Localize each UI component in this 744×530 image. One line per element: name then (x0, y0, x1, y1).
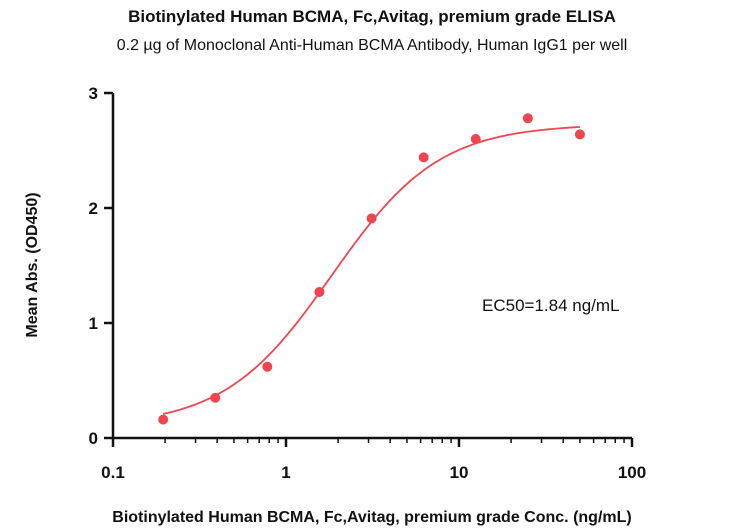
data-point (366, 213, 377, 224)
y-tick-label: 1 (89, 314, 98, 333)
data-point (574, 129, 585, 140)
data-points (158, 113, 585, 425)
y-tick-label: 2 (89, 199, 98, 218)
chart-subtitle: 0.2 µg of Monoclonal Anti-Human BCMA Ant… (117, 37, 628, 54)
y-tick-label: 3 (89, 84, 98, 103)
x-tick-label: 10 (450, 463, 469, 482)
chart-title: Biotinylated Human BCMA, Fc,Avitag, prem… (128, 7, 616, 26)
axes (111, 93, 632, 440)
ticks: 0.1 1 10 100 0 1 2 3 (89, 84, 647, 482)
ec50-annotation: EC50=1.84 ng/mL (482, 296, 620, 315)
data-point (314, 286, 325, 297)
data-point (158, 414, 169, 425)
data-point (262, 361, 273, 372)
x-axis-label: Biotinylated Human BCMA, Fc,Avitag, prem… (112, 509, 631, 526)
y-tick-label: 0 (89, 429, 98, 448)
x-tick-label: 100 (618, 463, 646, 482)
data-point (470, 134, 481, 144)
data-point (418, 152, 429, 163)
fit-curve (162, 126, 580, 415)
y-axis-label: Mean Abs. (OD450) (24, 192, 41, 337)
x-tick-label: 0.1 (101, 463, 125, 482)
data-point (210, 392, 221, 403)
data-point (522, 113, 533, 124)
x-tick-label: 1 (281, 463, 290, 482)
